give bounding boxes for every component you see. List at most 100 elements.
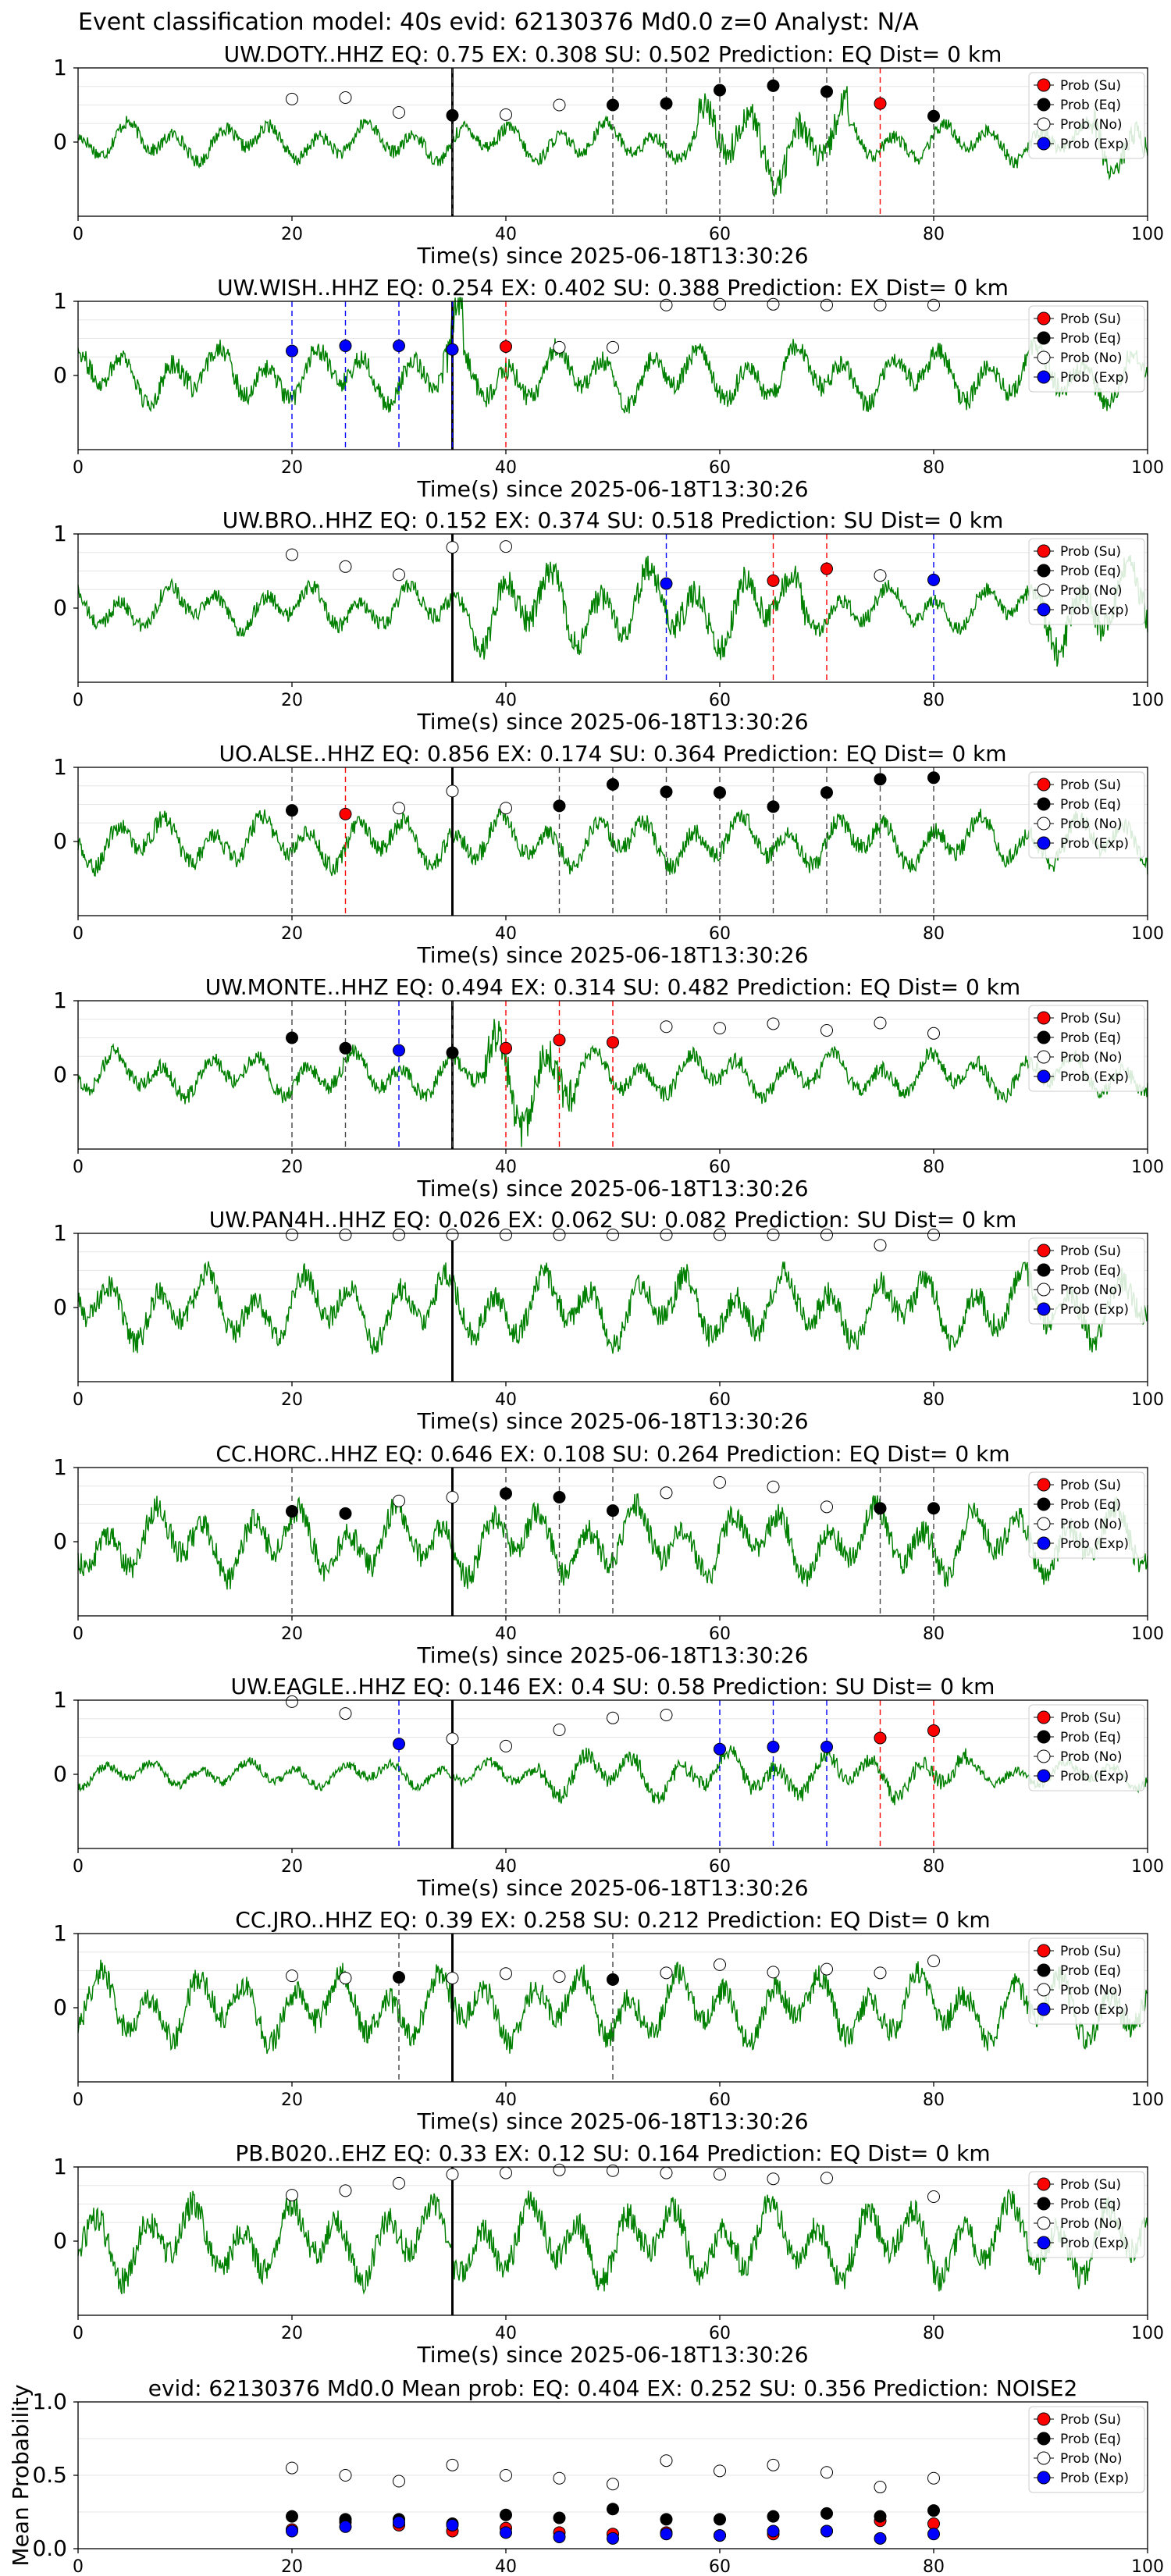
prob-point-no (500, 108, 512, 121)
x-tick-label: 100 (1131, 2090, 1164, 2110)
legend-label: Prob (Eq) (1060, 2197, 1121, 2212)
x-tick-label: 40 (495, 225, 517, 244)
mean-point-no (286, 2461, 298, 2475)
mean-point-no (500, 2469, 512, 2482)
x-axis-label: Time(s) since 2025-06-18T13:30:26 (416, 709, 808, 735)
prob-point-eq (714, 786, 726, 799)
prob-point-no (767, 2172, 780, 2186)
prob-point-no (286, 1969, 298, 1983)
mean-point-exp (607, 2532, 619, 2545)
y-tick-label: 0 (53, 1761, 67, 1787)
prob-point-eq (446, 109, 459, 122)
legend-label: Prob (Su) (1060, 1011, 1121, 1026)
legend-label: Prob (No) (1060, 1983, 1123, 1998)
x-tick-label: 0 (73, 2557, 84, 2576)
legend-label: Prob (Exp) (1060, 370, 1129, 386)
legend-marker (1037, 2002, 1051, 2016)
legend-marker (1037, 350, 1051, 365)
prob-point-eq (339, 1041, 352, 1055)
station-panel: UO.ALSE..HHZ EQ: 0.856 EX: 0.174 SU: 0.3… (53, 741, 1164, 968)
prob-point-no (714, 1022, 726, 1035)
y-tick-label: 1 (53, 2154, 67, 2179)
station-panel: CC.HORC..HHZ EQ: 0.646 EX: 0.108 SU: 0.2… (53, 1441, 1164, 1668)
prob-point-exp (446, 343, 459, 356)
prob-point-exp (393, 1044, 405, 1057)
prob-point-no (446, 1732, 459, 1745)
legend-label: Prob (Exp) (1060, 603, 1129, 618)
prob-point-eq (500, 1487, 512, 1500)
mean-point-no (927, 2471, 940, 2485)
x-tick-label: 80 (923, 691, 945, 710)
x-tick-label: 0 (73, 2090, 84, 2110)
prob-point-no (500, 1739, 512, 1752)
prob-point-eq (339, 1507, 352, 1520)
legend-label: Prob (Exp) (1060, 2236, 1129, 2251)
legend-marker (1037, 2471, 1051, 2485)
legend-marker (1037, 1536, 1051, 1550)
legend-box (1028, 1471, 1145, 1559)
legend-marker (1037, 1283, 1051, 1297)
legend-marker (1037, 1030, 1051, 1044)
legend-marker (1037, 1302, 1051, 1316)
legend-marker (1037, 1944, 1051, 1958)
prob-point-no (446, 2168, 459, 2181)
panel-title: UW.MONTE..HHZ EQ: 0.494 EX: 0.314 SU: 0.… (205, 974, 1020, 1000)
x-tick-label: 60 (709, 691, 731, 710)
prob-point-su (500, 1041, 512, 1055)
panel-title: UW.BRO..HHZ EQ: 0.152 EX: 0.374 SU: 0.51… (222, 507, 1004, 533)
mean-point-exp (874, 2532, 887, 2545)
mean-point-eq (607, 2503, 619, 2516)
legend-marker (1037, 777, 1051, 792)
x-tick-label: 20 (281, 1158, 303, 1177)
mean-panel-title: evid: 62130376 Md0.0 Mean prob: EQ: 0.40… (148, 2375, 1078, 2401)
prob-point-no (927, 2190, 940, 2203)
prob-point-no (286, 92, 298, 105)
legend-marker (1037, 603, 1051, 617)
x-tick-label: 20 (281, 1624, 303, 1644)
x-tick-label: 100 (1131, 1857, 1164, 1877)
legend-label: Prob (No) (1060, 117, 1123, 133)
legend-label: Prob (Eq) (1060, 1963, 1121, 1979)
mean-point-no (820, 2466, 833, 2479)
prob-point-no (339, 560, 352, 573)
legend-marker (1037, 98, 1051, 112)
prob-point-no (927, 1026, 940, 1040)
x-tick-label: 60 (709, 225, 731, 244)
prob-point-eq (874, 773, 887, 786)
station-panel: UW.DOTY..HHZ EQ: 0.75 EX: 0.308 SU: 0.50… (53, 41, 1164, 269)
prob-point-no (714, 2168, 726, 2181)
legend-label: Prob (Su) (1060, 2177, 1121, 2193)
prob-point-no (874, 1016, 887, 1030)
legend-label: Prob (Eq) (1060, 1030, 1121, 1046)
y-tick-label: 1 (53, 987, 67, 1013)
prob-point-exp (286, 344, 298, 358)
station-panel: CC.JRO..HHZ EQ: 0.39 EX: 0.258 SU: 0.212… (53, 1907, 1164, 2134)
prob-point-exp (393, 1738, 405, 1751)
prob-point-no (339, 91, 352, 104)
x-tick-label: 0 (73, 1624, 84, 1644)
legend-box (1028, 1937, 1145, 2025)
x-tick-label: 80 (923, 1390, 945, 1410)
legend-label: Prob (No) (1060, 1283, 1123, 1298)
x-tick-label: 60 (709, 2557, 731, 2576)
prob-point-no (339, 1228, 352, 1241)
prob-point-no (446, 1228, 459, 1241)
x-tick-label: 20 (281, 2090, 303, 2110)
mean-point-eq (714, 2513, 726, 2526)
x-tick-label: 100 (1131, 2324, 1164, 2343)
panel-title: UW.EAGLE..HHZ EQ: 0.146 EX: 0.4 SU: 0.58… (231, 1674, 995, 1699)
legend-marker (1037, 1963, 1051, 1977)
legend-marker (1037, 817, 1051, 831)
waveform (77, 554, 1148, 667)
prob-point-no (553, 1228, 566, 1241)
legend-label: Prob (Exp) (1060, 2471, 1129, 2486)
x-tick-label: 100 (1131, 225, 1164, 244)
legend-label: Prob (Exp) (1060, 836, 1129, 852)
prob-point-no (714, 1958, 726, 1971)
legend-box (1028, 1005, 1145, 1092)
prob-point-no (820, 2172, 833, 2185)
prob-point-no (500, 1228, 512, 1241)
panel-title: UW.WISH..HHZ EQ: 0.254 EX: 0.402 SU: 0.3… (217, 275, 1009, 301)
prob-point-no (286, 1228, 298, 1241)
panel-title: UO.ALSE..HHZ EQ: 0.856 EX: 0.174 SU: 0.3… (219, 741, 1006, 767)
